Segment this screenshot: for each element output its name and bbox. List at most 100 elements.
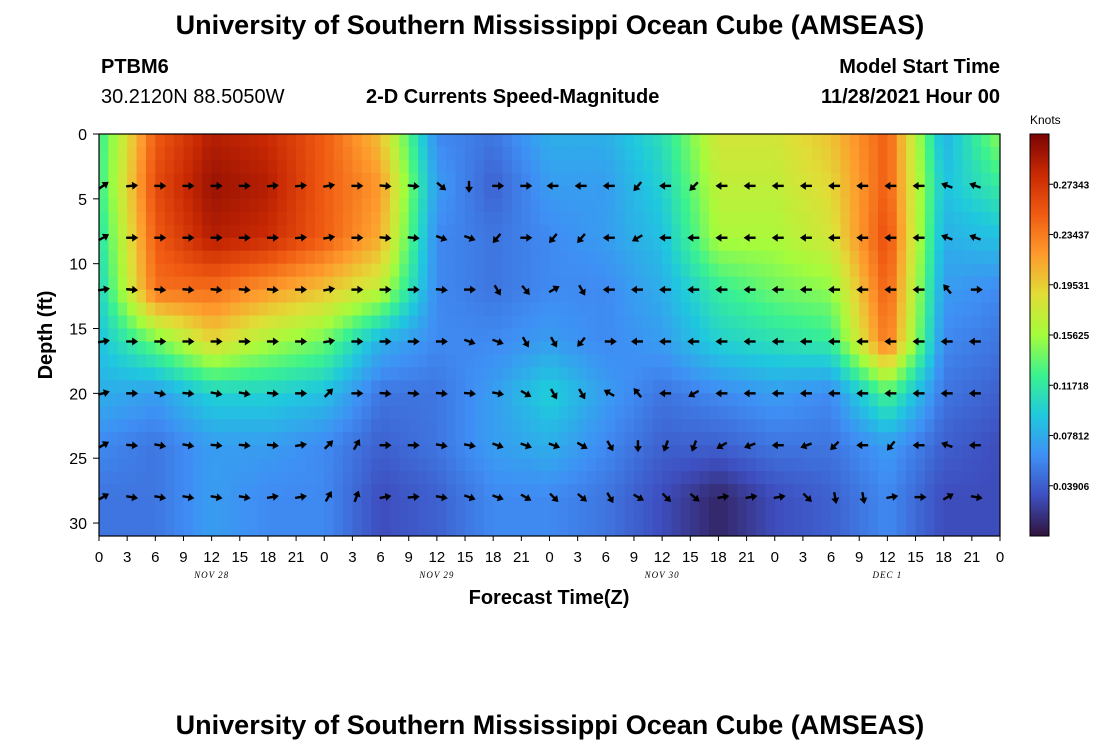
heatmap-cell [671, 276, 682, 291]
heatmap-cell [202, 458, 213, 472]
heatmap-cell [483, 276, 494, 291]
heatmap-cell [831, 159, 842, 174]
heatmap-cell [164, 134, 175, 148]
station-coords: 30.2120N 88.5050W [101, 86, 285, 108]
heatmap-cell [502, 406, 513, 420]
heatmap-cell [145, 380, 156, 394]
heatmap-cell [530, 367, 541, 381]
heatmap-cell [774, 341, 785, 356]
current-arrow [210, 233, 223, 242]
heatmap-cell [361, 458, 372, 472]
heatmap-cell [906, 341, 917, 356]
heatmap-cell [680, 393, 691, 407]
heatmap-cell [793, 471, 804, 485]
heatmap-cell [183, 276, 194, 291]
heatmap-cell [605, 263, 616, 278]
heatmap-cell [699, 263, 710, 278]
heatmap-cell [549, 393, 560, 407]
heatmap-cell [145, 315, 156, 330]
heatmap-cell [915, 354, 926, 369]
heatmap-cell [127, 146, 138, 161]
heatmap-cell [737, 146, 748, 161]
heatmap-cell [286, 419, 297, 433]
heatmap-cell [680, 198, 691, 213]
heatmap-cell [924, 445, 935, 459]
current-arrow [126, 441, 139, 450]
heatmap-cell [699, 354, 710, 369]
heatmap-cell [127, 471, 138, 485]
heatmap-cell [615, 471, 626, 485]
heatmap-cell [746, 328, 757, 343]
current-arrow [659, 389, 672, 398]
heatmap-cell [446, 263, 457, 278]
heatmap-cell [633, 211, 644, 226]
heatmap-cell [296, 523, 307, 536]
x-tick-label: 18 [935, 549, 952, 566]
heatmap-cell [849, 432, 860, 446]
heatmap-cell [286, 497, 297, 511]
heatmap-cell [859, 458, 870, 472]
heatmap-cell [868, 406, 879, 420]
heatmap-cell [812, 471, 823, 485]
heatmap-cell [662, 198, 673, 213]
heatmap-cell [943, 250, 954, 265]
heatmap-cell [568, 224, 579, 239]
heatmap-cell [887, 224, 898, 239]
current-arrow [743, 337, 756, 346]
heatmap-cell [971, 419, 982, 433]
heatmap-cell [493, 432, 504, 446]
current-arrow [912, 337, 925, 346]
heatmap-cell [596, 510, 607, 524]
heatmap-cell [821, 471, 832, 485]
heatmap-cell [765, 367, 776, 381]
heatmap-cell [164, 406, 175, 420]
heatmap-cell [493, 172, 504, 187]
heatmap-cell [324, 302, 335, 317]
heatmap-cell [483, 380, 494, 394]
heatmap-cell [192, 185, 203, 200]
heatmap-cell [155, 445, 166, 459]
heatmap-cell [605, 523, 616, 536]
y-tick-label: 5 [78, 192, 87, 209]
heatmap-cell [755, 146, 766, 161]
heatmap-cell [211, 276, 222, 291]
heatmap-cell [709, 341, 720, 356]
heatmap-cell [812, 211, 823, 226]
heatmap-cell [465, 432, 476, 446]
heatmap-cell [230, 458, 241, 472]
heatmap-cell [549, 302, 560, 317]
heatmap-cell [662, 328, 673, 343]
heatmap-cell [183, 302, 194, 317]
heatmap-cell [558, 211, 569, 226]
heatmap-cell [286, 198, 297, 213]
heatmap-cell [343, 445, 354, 459]
heatmap-cell [286, 367, 297, 381]
heatmap-cell [239, 328, 250, 343]
heatmap-cell [192, 354, 203, 369]
heatmap-cell [277, 393, 288, 407]
heatmap-cell [596, 198, 607, 213]
heatmap-cell [99, 471, 109, 485]
heatmap-cell [324, 315, 335, 330]
current-arrow [98, 181, 109, 190]
heatmap-cell [108, 315, 119, 330]
heatmap-cell [718, 172, 729, 187]
heatmap-cell [108, 458, 119, 472]
heatmap-cell [277, 172, 288, 187]
heatmap-cell [427, 380, 438, 394]
heatmap-cell [690, 276, 701, 291]
heatmap-cell [155, 302, 166, 317]
heatmap-cell [953, 134, 964, 148]
heatmap-cell [540, 458, 551, 472]
current-arrow [602, 233, 615, 242]
heatmap-cell [408, 458, 419, 472]
heatmap-cell [418, 380, 429, 394]
heatmap-cell [408, 380, 419, 394]
heatmap-cell [314, 198, 325, 213]
heatmap-cell [849, 523, 860, 536]
heatmap-cell [99, 341, 109, 356]
heatmap-cell [249, 250, 260, 265]
heatmap-cell [633, 406, 644, 420]
heatmap-cell [755, 198, 766, 213]
heatmap-cell [99, 159, 109, 174]
